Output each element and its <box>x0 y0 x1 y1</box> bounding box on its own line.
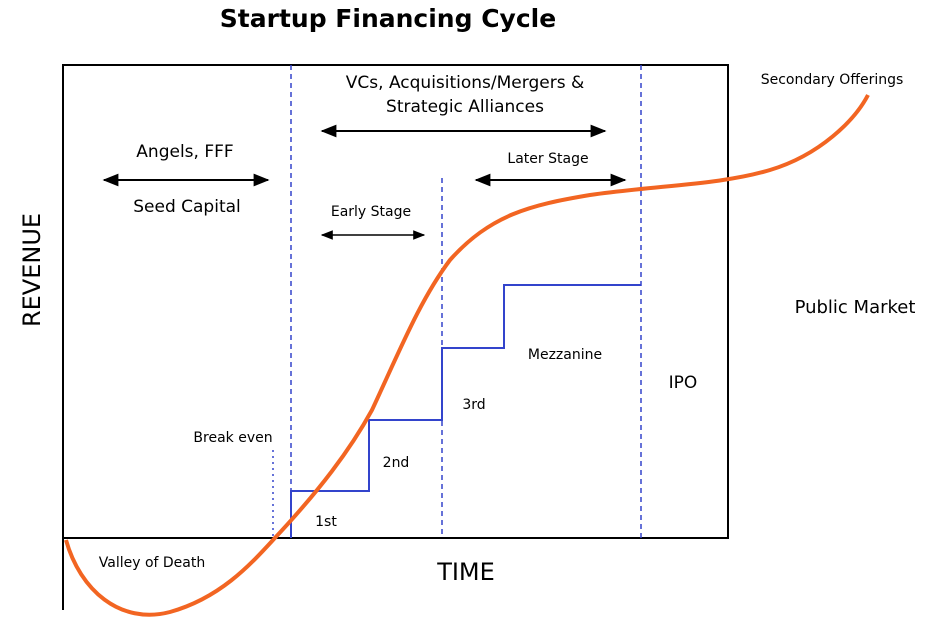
phase-label: Later Stage <box>507 151 588 167</box>
dividers <box>290 65 642 538</box>
phase-label: Strategic Alliances <box>386 97 544 117</box>
label: Mezzanine <box>528 347 602 363</box>
title: Startup Financing Cycle <box>220 4 556 33</box>
phase-label: Early Stage <box>331 204 411 220</box>
label: 3rd <box>462 397 485 413</box>
frame <box>62 64 729 539</box>
label: Valley of Death <box>99 555 205 571</box>
revenue-curve <box>64 94 870 617</box>
label: 2nd <box>383 455 410 471</box>
label: Break even <box>193 430 272 446</box>
y-axis-label: REVENUE <box>18 213 46 327</box>
phase-label: Seed Capital <box>133 197 241 217</box>
label: 1st <box>315 514 337 530</box>
phase-label: Angels, FFF <box>136 142 233 162</box>
label: IPO <box>669 373 698 393</box>
x-axis-label: TIME <box>436 558 495 586</box>
phase-label: Public Market <box>795 297 916 318</box>
phase-label: VCs, Acquisitions/Mergers & <box>346 73 584 93</box>
arrows <box>102 124 627 240</box>
phase-label: Secondary Offerings <box>761 72 904 88</box>
